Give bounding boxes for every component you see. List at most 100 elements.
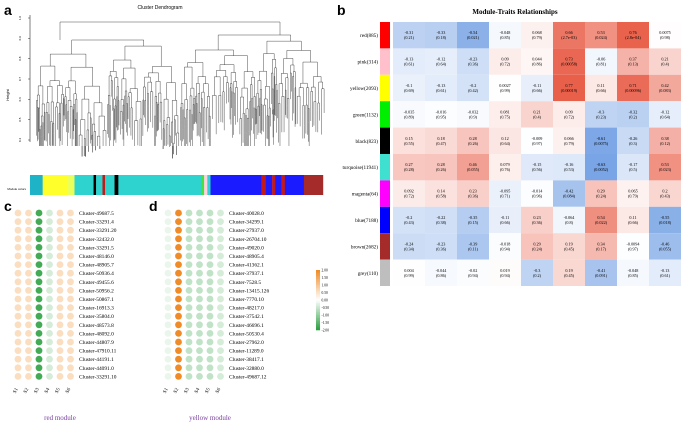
gene-expression-dot	[206, 295, 214, 303]
dendrogram-branch	[268, 115, 270, 130]
gene-expression-dot	[206, 278, 214, 286]
heatmap-cell-p: (0.86)	[532, 62, 543, 67]
gene-expression-dot	[196, 364, 203, 372]
heatmap-cell-p: (0.66)	[628, 220, 639, 225]
gene-expression-dot	[56, 330, 64, 337]
heatmap-cell-r: -0.1	[406, 83, 413, 88]
heatmap-cell-r: 0.54	[597, 215, 605, 220]
gene-expression-dot	[185, 244, 193, 251]
dendrogram-branch	[199, 112, 201, 128]
legend-tick-label: -0.50	[322, 306, 330, 310]
gene-label: Cluster-38417.1	[229, 357, 264, 363]
legend-step	[316, 277, 320, 280]
heatmap-cell	[425, 101, 457, 128]
heatmap-cell-p: (2.7e-03)	[561, 35, 577, 40]
legend-step	[316, 306, 320, 308]
dendrogram-branch	[218, 95, 222, 114]
gene-label: Cluster-13415.126	[229, 288, 269, 294]
gene-expression-dot	[164, 287, 172, 294]
gene-expression-dot	[217, 347, 224, 354]
legend-step	[316, 300, 320, 302]
dendrogram-branch	[163, 120, 166, 130]
dendrogram-branch	[278, 83, 283, 104]
dendrogram-branch	[139, 118, 142, 135]
dendrogram-branch	[281, 96, 285, 115]
module-row-label: pink(314)	[358, 59, 379, 66]
heatmap-cell-p: (0.61)	[436, 88, 447, 93]
dendrogram-branch	[176, 132, 179, 155]
gene-expression-dot	[46, 226, 53, 234]
dendrogram-branch	[127, 96, 130, 107]
heatmap-cell-r: -0.11	[533, 83, 542, 88]
heatmap-cell-r: -0.23	[437, 241, 446, 246]
gene-expression-dot	[67, 347, 74, 354]
dendrogram-branch	[122, 104, 125, 127]
module-color-segment	[303, 175, 324, 195]
heatmap-cell-r: -0.3	[598, 109, 605, 114]
legend-step	[316, 324, 320, 326]
gene-expression-dot	[217, 261, 224, 268]
gene-expression-dot	[196, 261, 203, 268]
dendrogram-branch	[174, 115, 179, 133]
dendrogram-tick-label: 0.7	[18, 77, 22, 82]
dendrogram-branch	[257, 80, 262, 94]
heatmap-cell-r: 0.081	[500, 109, 509, 114]
heatmap-cell	[521, 127, 553, 154]
heatmap-cell-p: (0.85)	[628, 273, 639, 278]
gene-expression-dot	[206, 373, 214, 380]
module-color-segment	[74, 175, 94, 195]
gene-expression-dot	[175, 364, 182, 372]
gene-expression-dot	[35, 364, 43, 372]
gene-expression-dot	[25, 312, 32, 320]
dendrogram-branch	[283, 58, 294, 74]
dendrogram-tick-label: 0.8	[18, 56, 22, 61]
gene-expression-dot	[175, 269, 182, 277]
dendrogram-branch	[124, 45, 162, 67]
heatmap-cell-p: (0.00019)	[561, 88, 578, 93]
dendrogram-branch	[229, 87, 232, 100]
heatmap-cell-r: 0.23	[533, 215, 540, 220]
legend-step	[316, 328, 320, 331]
legend-step	[316, 321, 320, 323]
gene-expression-dot	[217, 295, 224, 303]
heatmap-cell-p: (0.43)	[660, 194, 671, 199]
dendrogram-branch	[39, 129, 41, 146]
gene-expression-dot	[46, 278, 53, 286]
heatmap-cell-p: (0.45)	[564, 246, 575, 251]
dendrogram-branch	[300, 83, 308, 88]
gene-expression-dot	[56, 244, 64, 251]
dendrogram-branch	[49, 80, 60, 87]
dendrogram-branch	[195, 49, 234, 63]
yellow-module-label: yellow module	[189, 414, 231, 422]
dendrogram-branch	[245, 108, 249, 119]
dendrogram-branch	[117, 100, 120, 116]
gene-expression-dot	[164, 355, 172, 363]
gene-expression-dot	[25, 338, 32, 346]
heatmap-cell	[649, 206, 681, 234]
legend-step	[316, 304, 320, 307]
gene-expression-dot	[164, 347, 172, 354]
heatmap-cell	[617, 259, 649, 286]
heatmap-cell-r: -0.12	[661, 109, 670, 114]
module-color-segment	[118, 175, 202, 195]
gene-expression-dot	[46, 287, 53, 294]
dendrogram-branch	[245, 115, 247, 134]
dendrogram-branch	[187, 62, 204, 77]
gene-label: Cluster-7770.10	[229, 297, 264, 303]
gene-expression-dot	[175, 304, 182, 311]
gene-expression-dot	[67, 269, 74, 277]
dendrogram-branch	[302, 105, 305, 126]
dendrogram-branch	[172, 100, 177, 122]
heatmap-cell-r: -0.26	[629, 136, 638, 141]
heatmap-cell	[553, 154, 585, 181]
dendrogram-branch	[155, 81, 161, 97]
gene-label: Cluster-48217.0	[229, 306, 264, 312]
gene-expression-dot	[14, 373, 22, 380]
dendrogram-branch	[230, 72, 236, 84]
dendrogram-branch	[70, 67, 93, 87]
heatmap-cell-r: 0.2	[662, 189, 667, 194]
heatmap-cell	[521, 101, 553, 128]
heatmap-cell-r: -0.63	[597, 162, 606, 167]
heatmap-cell	[585, 74, 617, 102]
heatmap-cell-r: -0.032	[468, 109, 479, 114]
